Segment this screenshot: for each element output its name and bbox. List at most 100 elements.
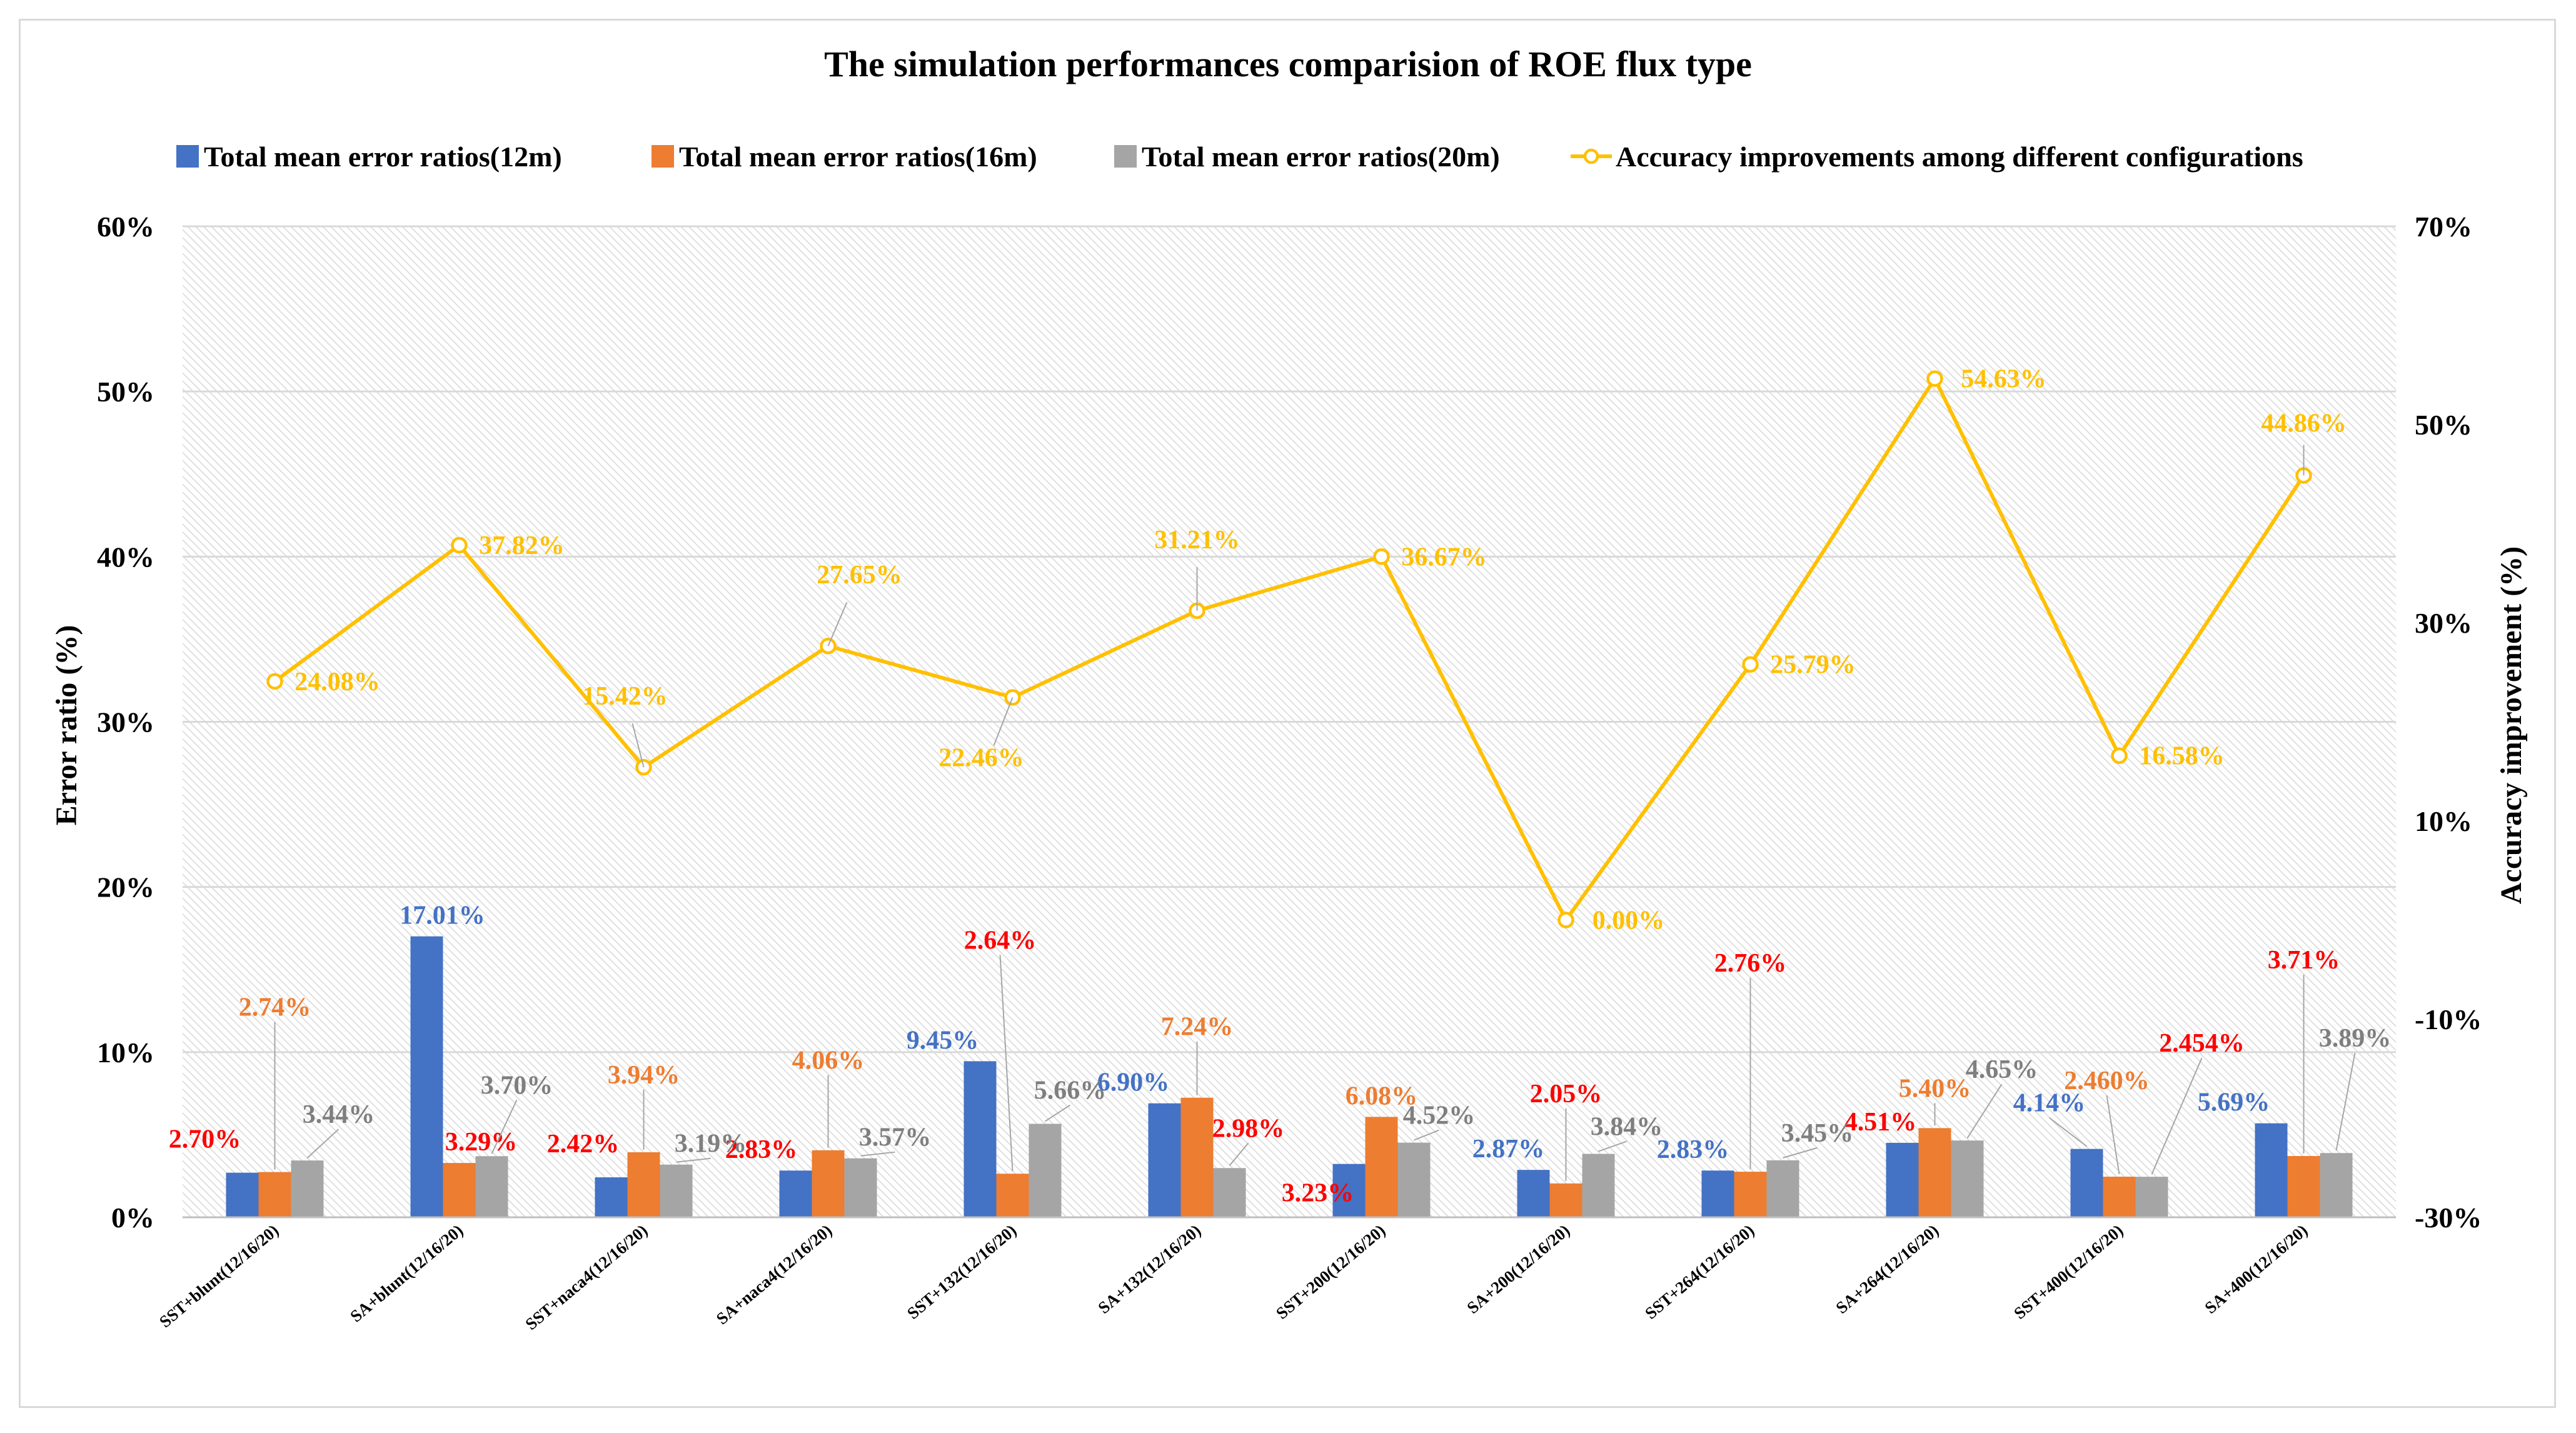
accuracy-point (2111, 747, 2128, 764)
y2-axis-title: Accuracy improvement (%) (2495, 546, 2528, 904)
line-label-leader (631, 723, 645, 768)
line-data-label: 25.79% (1770, 651, 1856, 680)
bar-data-label: 2.460% (2064, 1067, 2150, 1095)
bar-1-3 (595, 1177, 628, 1217)
bar-3-1 (291, 1160, 324, 1217)
category-label: SST+264(12/16/20) (1641, 1221, 1758, 1323)
accuracy-point (1557, 912, 1574, 928)
bar-data-label: 2.76% (1714, 949, 1787, 978)
category-label: SA+naca4(12/16/20) (713, 1221, 836, 1329)
chart-frame (19, 19, 2556, 1408)
bar-2-9 (1734, 1172, 1767, 1217)
y2-tick-label: -30% (2415, 1202, 2482, 1234)
y2-tick-label: 30% (2415, 607, 2472, 639)
y-tick-label: 40% (97, 541, 154, 573)
bar-data-label: 5.66% (1034, 1076, 1107, 1105)
bar-3-10 (1951, 1140, 1984, 1217)
line-data-label: 36.67% (1401, 543, 1487, 571)
accuracy-point (1926, 370, 1943, 387)
bar-2-6 (1180, 1097, 1214, 1217)
y2-tick-label: 70% (2415, 211, 2472, 243)
category-label: SST+132(12/16/20) (903, 1221, 1020, 1323)
category-label: SST+200(12/16/20) (1272, 1221, 1389, 1323)
bar-1-8 (1517, 1170, 1550, 1217)
category-label: SA+264(12/16/20) (1833, 1221, 1943, 1317)
label-leader (1598, 1140, 1627, 1152)
label-leader (2048, 1117, 2088, 1147)
line-data-label: 24.08% (294, 668, 380, 696)
bar-data-label: 2.454% (2159, 1029, 2245, 1058)
label-leader (1966, 1084, 2003, 1139)
bar-data-label: 17.01% (400, 902, 485, 930)
y-tick-label: 0% (111, 1202, 154, 1234)
label-leader (2151, 1057, 2203, 1175)
bar-data-label: 4.52% (1403, 1102, 1476, 1130)
legend-label: Total mean error ratios(20m) (1142, 141, 1500, 173)
accuracy-point (266, 673, 283, 690)
legend-swatch (1114, 145, 1137, 168)
label-leader (676, 1157, 711, 1163)
legend-label: Total mean error ratios(12m) (204, 141, 562, 173)
y2-tick-label: 10% (2415, 805, 2472, 837)
category-label: SA+200(12/16/20) (1464, 1221, 1574, 1317)
y-tick-label: 60% (97, 211, 154, 243)
line-data-label: 54.63% (1961, 365, 2046, 394)
bar-data-label: 3.94% (608, 1061, 680, 1090)
bar-1-10 (1886, 1142, 1919, 1217)
label-leader (306, 1129, 340, 1159)
bar-data-label: 3.70% (481, 1071, 553, 1100)
bar-data-label: 4.06% (792, 1047, 865, 1075)
chart-title: The simulation performances comparision … (824, 44, 1752, 84)
bar-data-label: 2.05% (1530, 1080, 1602, 1109)
line-label-leader (993, 697, 1014, 746)
bar-2-5 (996, 1174, 1029, 1217)
bar-data-label: 2.70% (169, 1125, 241, 1154)
label-leader (860, 1151, 895, 1157)
bar-2-7 (1365, 1117, 1398, 1217)
bar-1-1 (226, 1172, 259, 1217)
bar-3-4 (844, 1158, 877, 1217)
line-data-label: 44.86% (2261, 409, 2347, 438)
bar-data-label: 5.69% (2198, 1089, 2270, 1117)
bar-data-label: 4.51% (1844, 1108, 1917, 1137)
category-label: SA+blunt(12/16/20) (346, 1221, 466, 1326)
gridlines (183, 225, 2396, 1053)
bar-3-7 (1397, 1142, 1431, 1217)
accuracy-point (451, 536, 468, 554)
bar-data-label: 2.74% (239, 993, 311, 1022)
bars (226, 936, 2353, 1217)
label-leader (1229, 1142, 1249, 1166)
y2-tick-label: -10% (2415, 1003, 2482, 1035)
line-data-label: 22.46% (938, 744, 1024, 773)
line-data-label: 16.58% (2139, 742, 2225, 771)
legend-swatch (652, 145, 674, 168)
bar-data-label: 2.42% (547, 1130, 620, 1159)
bar-2-8 (1549, 1183, 1582, 1217)
bar-2-3 (627, 1152, 660, 1217)
bar-data-label: 4.65% (1966, 1055, 2038, 1084)
y-tick-label: 50% (97, 376, 154, 408)
bar-data-label: 2.87% (1472, 1135, 1545, 1164)
bar-data-label: 3.71% (2268, 946, 2340, 975)
bar-2-2 (443, 1163, 476, 1217)
label-leader (1783, 1147, 1818, 1159)
bar-data-label: 3.44% (303, 1100, 375, 1129)
bar-1-12 (2255, 1123, 2288, 1217)
bar-3-9 (1766, 1160, 1799, 1217)
bar-3-5 (1029, 1124, 1062, 1217)
bar-3-6 (1213, 1168, 1246, 1217)
line-data-label: 37.82% (479, 531, 565, 560)
bar-data-label: 6.08% (1346, 1082, 1418, 1110)
axes: 0% 10% 20% 30% 40% 50% 60% -30% -10% 10% 30% 50% 70% (97, 211, 2482, 1234)
bar-1-9 (1701, 1170, 1734, 1217)
line-label-leader (827, 601, 848, 646)
bar-2-10 (1918, 1128, 1951, 1217)
bar-data-label: 3.84% (1591, 1113, 1663, 1142)
bar-data-label: 5.40% (1899, 1074, 1971, 1103)
line-data-label: 15.42% (582, 682, 668, 711)
category-label: SA+400(12/16/20) (2201, 1221, 2312, 1317)
data-labels: 2.70% 17.01% 2.42% 2.83% 9.45% 6.90% 3.23% 2.87… (169, 365, 2392, 1208)
bar-1-5 (963, 1061, 997, 1217)
bar-data-label: 2.83% (725, 1135, 798, 1164)
bar-2-12 (2287, 1155, 2320, 1217)
